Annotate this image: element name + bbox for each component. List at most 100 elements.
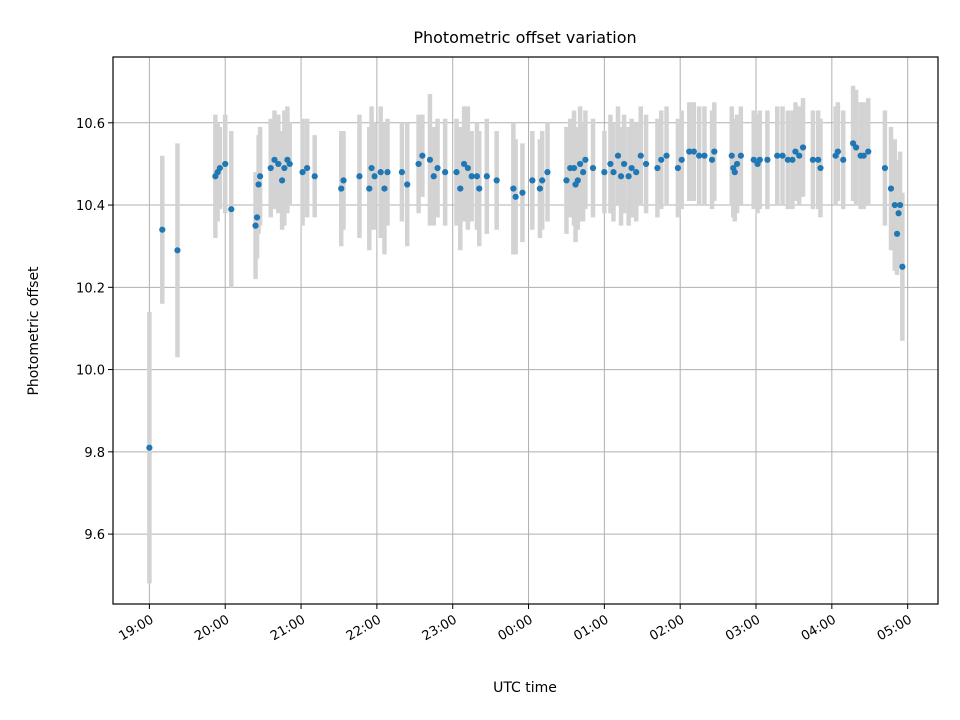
data-point: [750, 156, 757, 163]
data-point: [338, 185, 345, 192]
data-point: [625, 173, 632, 180]
data-point: [796, 152, 803, 159]
x-axis-label: UTC time: [493, 680, 557, 696]
data-point: [539, 177, 546, 184]
data-points: [146, 140, 906, 451]
data-point: [257, 173, 264, 180]
data-point: [865, 148, 872, 155]
data-point: [356, 173, 363, 180]
data-point: [253, 214, 261, 221]
data-point: [733, 160, 741, 168]
data-point: [696, 152, 703, 159]
data-point: [271, 156, 278, 163]
data-point: [686, 148, 693, 155]
data-point: [582, 156, 589, 163]
y-axis: 9.6 9.8 10.0 10.2 10.4 10.6: [76, 117, 113, 543]
data-point: [228, 206, 235, 213]
data-point: [840, 156, 847, 163]
data-point: [896, 201, 904, 209]
data-point: [415, 160, 422, 168]
y-tick-label: 10.0: [76, 364, 105, 379]
data-point: [483, 173, 490, 180]
data-point: [519, 189, 526, 196]
data-point: [252, 222, 259, 229]
data-point: [574, 177, 581, 184]
data-point: [817, 164, 824, 172]
data-point: [654, 164, 661, 172]
data-point: [576, 160, 584, 168]
data-point: [589, 164, 597, 172]
data-point: [222, 160, 229, 168]
data-point: [764, 156, 771, 163]
data-point: [299, 169, 306, 176]
data-point: [304, 164, 311, 172]
data-point: [678, 156, 685, 163]
data-point: [860, 152, 867, 159]
data-point: [756, 156, 763, 163]
y-tick-label: 10.2: [76, 281, 105, 296]
grid: [113, 57, 938, 604]
data-point: [512, 193, 519, 200]
data-point: [881, 164, 889, 172]
data-point: [701, 152, 708, 159]
data-point: [464, 164, 471, 172]
data-point: [275, 160, 282, 168]
chart-title: Photometric offset variation: [413, 28, 636, 47]
data-point: [457, 185, 464, 192]
data-point: [893, 230, 901, 237]
data-point: [340, 177, 347, 184]
data-point: [381, 185, 388, 192]
data-point: [784, 156, 791, 163]
data-point: [278, 177, 286, 184]
data-point: [891, 201, 898, 209]
plot-frame: [112, 56, 939, 605]
data-point: [146, 444, 153, 451]
data-point: [281, 164, 288, 172]
data-point: [377, 169, 384, 176]
data-point: [216, 164, 224, 172]
y-tick-label: 10.6: [76, 117, 105, 132]
data-point: [789, 156, 796, 163]
data-point: [580, 169, 587, 176]
data-point: [286, 160, 293, 168]
y-axis-label: Photometric offset: [26, 266, 42, 396]
data-point: [368, 164, 375, 172]
data-point: [610, 169, 617, 176]
data-point: [895, 210, 902, 217]
data-point: [607, 160, 614, 168]
data-point: [663, 152, 670, 159]
data-point: [404, 181, 411, 188]
data-point: [419, 152, 426, 159]
y-tick-label: 9.6: [84, 528, 105, 543]
y-tick-label: 10.4: [76, 199, 105, 214]
data-point: [728, 152, 735, 159]
data-point: [430, 173, 437, 180]
data-point: [633, 169, 640, 176]
data-point: [809, 156, 816, 163]
data-point: [708, 156, 716, 163]
data-point: [434, 164, 441, 172]
data-point: [563, 177, 570, 184]
data-point: [887, 185, 895, 192]
data-point: [398, 169, 406, 176]
data-point: [617, 173, 625, 180]
data-point: [510, 185, 517, 192]
data-point: [628, 164, 635, 172]
data-point: [159, 226, 166, 233]
data-point: [426, 156, 434, 163]
data-point: [570, 164, 578, 172]
data-point: [614, 152, 622, 159]
data-point: [473, 173, 481, 180]
data-point: [529, 177, 536, 184]
data-point: [658, 156, 665, 163]
data-point: [460, 160, 468, 168]
data-point: [737, 152, 744, 159]
data-point: [255, 181, 262, 188]
data-point: [642, 160, 650, 168]
data-point: [620, 160, 628, 168]
data-point: [366, 185, 373, 192]
y-tick-label: 9.8: [84, 446, 105, 461]
data-point: [690, 148, 697, 155]
